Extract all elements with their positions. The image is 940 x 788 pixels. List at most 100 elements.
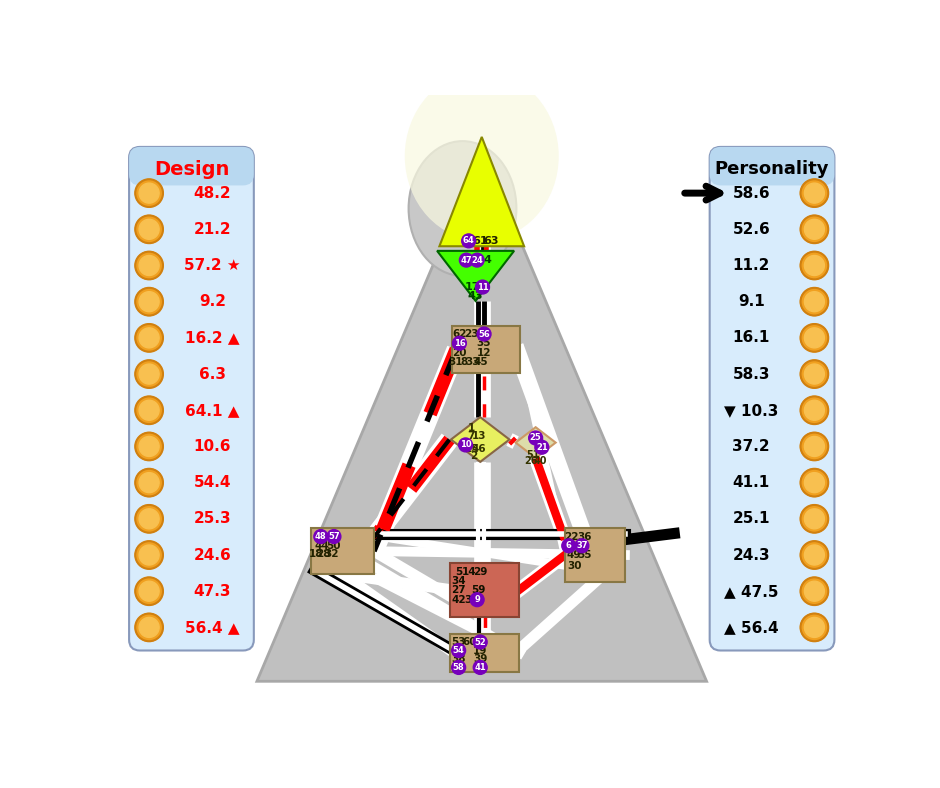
Text: 28: 28 [316, 549, 330, 559]
Text: 8: 8 [461, 357, 468, 366]
Text: 41.1: 41.1 [732, 475, 770, 490]
Circle shape [478, 327, 491, 341]
Circle shape [805, 437, 824, 456]
Text: 56.4 ▲: 56.4 ▲ [185, 620, 240, 635]
Text: 64: 64 [461, 236, 477, 246]
Circle shape [801, 578, 828, 605]
Text: 30: 30 [567, 561, 582, 571]
Circle shape [139, 437, 159, 456]
Circle shape [805, 364, 824, 384]
Text: Personality: Personality [714, 160, 829, 178]
Text: 45: 45 [474, 357, 488, 366]
Circle shape [528, 431, 542, 445]
Text: 56: 56 [478, 329, 490, 339]
Circle shape [473, 635, 487, 649]
Text: 22: 22 [565, 532, 579, 541]
Text: 52.6: 52.6 [732, 221, 770, 237]
Circle shape [473, 660, 487, 675]
Text: 10.6: 10.6 [194, 439, 231, 454]
Circle shape [135, 251, 163, 280]
Circle shape [139, 617, 159, 637]
Text: 25.3: 25.3 [194, 511, 231, 526]
Text: 7: 7 [467, 431, 475, 440]
Text: 58.6: 58.6 [732, 186, 770, 201]
Text: 53: 53 [451, 637, 466, 647]
Circle shape [139, 328, 159, 348]
Text: 55: 55 [577, 550, 591, 560]
Text: 54.4: 54.4 [194, 475, 231, 490]
Circle shape [535, 440, 549, 454]
Circle shape [139, 219, 159, 240]
Text: 41: 41 [475, 663, 486, 672]
Text: 16.2 ▲: 16.2 ▲ [185, 330, 240, 345]
Text: Design: Design [154, 160, 229, 179]
Text: 4: 4 [483, 255, 491, 265]
Circle shape [805, 473, 824, 492]
Polygon shape [437, 251, 514, 301]
Circle shape [135, 505, 163, 533]
Circle shape [805, 219, 824, 240]
Circle shape [476, 280, 490, 294]
Circle shape [805, 617, 824, 637]
Text: 11: 11 [477, 283, 489, 292]
Text: 3: 3 [464, 595, 472, 604]
Circle shape [135, 360, 163, 388]
Circle shape [135, 541, 163, 569]
Text: 35: 35 [477, 338, 492, 348]
Text: 64: 64 [462, 236, 475, 245]
Text: 20: 20 [452, 348, 466, 358]
Text: 63: 63 [483, 236, 499, 246]
Text: 52: 52 [475, 637, 486, 646]
Circle shape [135, 433, 163, 460]
Text: 19: 19 [473, 645, 488, 656]
Text: ▼ 10.3: ▼ 10.3 [724, 403, 778, 418]
Circle shape [452, 644, 465, 657]
Ellipse shape [405, 72, 558, 241]
Circle shape [805, 292, 824, 312]
Bar [311, 528, 374, 574]
Circle shape [139, 183, 159, 203]
Text: 50: 50 [327, 541, 341, 551]
Circle shape [805, 509, 824, 529]
Circle shape [805, 255, 824, 276]
Text: 11.2: 11.2 [732, 258, 770, 273]
Circle shape [139, 400, 159, 420]
Text: 59: 59 [471, 585, 485, 596]
Circle shape [801, 179, 828, 207]
Text: 47: 47 [459, 255, 474, 265]
Text: 42: 42 [451, 595, 466, 604]
Text: 51: 51 [525, 450, 540, 460]
Text: 26: 26 [525, 456, 538, 466]
Circle shape [575, 539, 588, 552]
Text: 21.2: 21.2 [194, 221, 231, 237]
Circle shape [139, 255, 159, 276]
Circle shape [801, 505, 828, 533]
Circle shape [562, 539, 575, 552]
Circle shape [139, 582, 159, 601]
Circle shape [801, 614, 828, 641]
Text: 39: 39 [473, 654, 488, 664]
Text: 58.3: 58.3 [732, 366, 770, 381]
Circle shape [462, 234, 476, 247]
Circle shape [470, 593, 484, 607]
Text: 18: 18 [309, 549, 323, 559]
Circle shape [801, 288, 828, 315]
Circle shape [805, 400, 824, 420]
Circle shape [327, 530, 341, 544]
FancyBboxPatch shape [129, 147, 254, 185]
Polygon shape [516, 427, 556, 458]
FancyBboxPatch shape [129, 147, 254, 651]
Circle shape [139, 473, 159, 492]
Circle shape [452, 336, 466, 350]
Text: 24: 24 [471, 255, 483, 265]
Text: 9.2: 9.2 [198, 294, 226, 309]
Text: 17: 17 [464, 282, 480, 292]
Text: 33: 33 [465, 357, 479, 366]
FancyBboxPatch shape [710, 147, 835, 651]
Polygon shape [439, 137, 525, 246]
Circle shape [139, 545, 159, 565]
Circle shape [805, 582, 824, 601]
Text: 57.2 ★: 57.2 ★ [184, 258, 241, 273]
Circle shape [805, 183, 824, 203]
Circle shape [139, 364, 159, 384]
